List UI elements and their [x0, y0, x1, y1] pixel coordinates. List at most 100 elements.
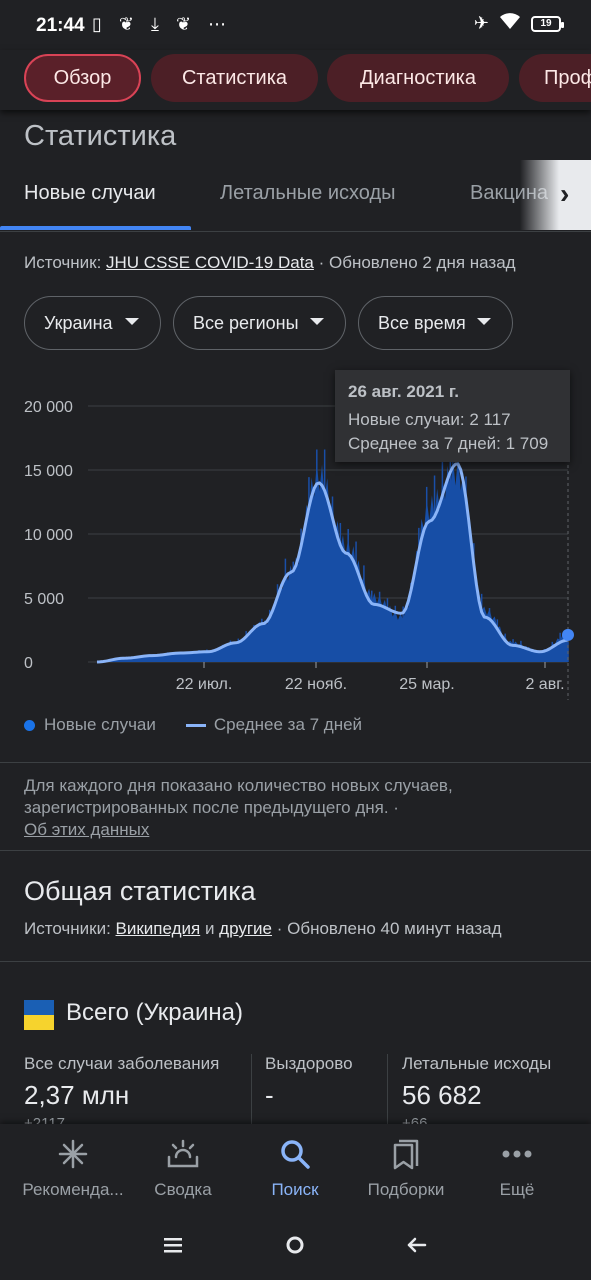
tooltip-new-cases: Новые случаи: 2 117 — [348, 410, 511, 429]
asterisk-icon — [14, 1136, 132, 1172]
wikipedia-link[interactable]: Википедия — [115, 919, 201, 938]
general-src-and: и — [200, 919, 220, 938]
source-updated: · Обновлено 2 дня назад — [313, 253, 516, 272]
others-link[interactable]: другие — [219, 919, 273, 938]
general-src-updated: · Обновлено 40 минут назад — [272, 919, 502, 938]
x-tick-label: 25 мар. — [399, 676, 454, 693]
status-bar: 21:44 ▯ ❦ ⤓ ❦ ⋯ ✈ 19 — [0, 0, 591, 50]
dropdown-caret-icon — [125, 318, 139, 325]
stat-deaths: Летальные исходы 56 682 +66 — [402, 1054, 551, 1132]
divider — [0, 961, 591, 962]
status-right-icons: ✈ 19 — [473, 12, 564, 35]
menu-icon[interactable] — [153, 1230, 193, 1260]
stat-recovered-label: Выздорово — [265, 1054, 353, 1073]
stat-deaths-label: Летальные исходы — [402, 1054, 552, 1073]
stat-recovered: Выздорово - — [265, 1054, 383, 1111]
sunrise-icon — [124, 1136, 242, 1172]
chip-prevention[interactable]: Проф — [519, 54, 591, 102]
nav-recommendations-label: Рекоменда... — [22, 1180, 124, 1199]
country-dropdown[interactable]: Украина — [24, 296, 161, 350]
bottom-navigation: Рекоменда... Сводка Поиск Подборки — [0, 1124, 591, 1210]
stat-cases-label: Все случаи заболевания — [24, 1054, 220, 1073]
chip-overview[interactable]: Обзор — [24, 54, 141, 102]
new-cases-area — [97, 455, 568, 662]
status-time: 21:44 — [36, 15, 85, 36]
legend-dot-icon — [24, 719, 35, 731]
tooltip-average: Среднее за 7 дней: 1 709 — [348, 434, 549, 453]
chart-legend: Новые случаи Среднее за 7 дней — [24, 715, 362, 735]
nav-summary-label: Сводка — [154, 1180, 212, 1199]
stat-cases-value: 2,37 млн — [24, 1080, 130, 1110]
period-dropdown-label: Все время — [378, 312, 466, 333]
x-tick-label: 22 нояб. — [285, 676, 347, 693]
data-source: Источник: JHU CSSE COVID-19 Data · Обнов… — [24, 253, 516, 273]
x-tick-label: 22 июл. — [176, 676, 233, 693]
chip-diagnostics[interactable]: Диагностика — [327, 54, 509, 102]
average-line — [96, 462, 569, 664]
y-tick-label: 20 000 — [24, 399, 73, 416]
source-link[interactable]: JHU CSSE COVID-19 Data — [106, 253, 314, 272]
nav-search[interactable]: Поиск — [236, 1136, 354, 1200]
region-dropdown[interactable]: Все регионы — [173, 296, 346, 350]
chart-tooltip: 26 авг. 2021 г. Новые случаи: 2 117 Сред… — [335, 370, 570, 462]
notification-icons: ▯ ❦ ⤓ ❦ ⋯ — [92, 14, 233, 34]
divider — [0, 762, 591, 763]
nav-more[interactable]: Ещё — [458, 1136, 576, 1200]
stat-separator — [251, 1054, 252, 1124]
chevron-right-icon[interactable]: › — [560, 178, 570, 209]
home-icon[interactable] — [275, 1230, 315, 1260]
totals-title: Всего (Украина) — [66, 999, 243, 1026]
period-dropdown[interactable]: Все время — [358, 296, 513, 350]
nav-more-label: Ещё — [499, 1180, 535, 1199]
country-dropdown-label: Украина — [44, 312, 113, 333]
topic-chips: Обзор Статистика Диагностика Проф — [0, 50, 591, 110]
battery-icon: 19 — [531, 15, 564, 32]
nav-summary[interactable]: Сводка — [124, 1136, 242, 1200]
search-icon — [236, 1136, 354, 1172]
nav-search-label: Поиск — [271, 1180, 319, 1199]
stat-recovered-value: - — [265, 1080, 274, 1110]
new-cases-chart[interactable]: 0 5 000 10 000 15 000 20 000 22 июл. 22 нояб.… — [0, 370, 591, 710]
source-prefix: Источник: — [24, 253, 107, 272]
x-tick-label: 2 авг. — [525, 676, 564, 693]
airplane-icon: ✈ — [473, 13, 489, 33]
note-text: Для каждого дня показано количество новы… — [24, 776, 453, 817]
y-tick-label: 5 000 — [24, 591, 64, 608]
general-sources: Источники: Википедия и другие · Обновлен… — [24, 919, 502, 939]
bookmarks-icon — [347, 1136, 465, 1172]
stat-separator — [387, 1054, 388, 1124]
y-tick-label: 10 000 — [24, 527, 73, 544]
divider — [0, 850, 591, 851]
legend-average: Среднее за 7 дней — [213, 715, 363, 734]
legend-new-cases: Новые случаи — [44, 715, 156, 734]
tab-indicator — [0, 226, 191, 230]
hover-point — [562, 628, 574, 641]
general-src-prefix: Источники: — [24, 919, 116, 938]
more-dots-icon — [458, 1136, 576, 1172]
y-tick-label: 15 000 — [24, 463, 73, 480]
system-navigation — [0, 1210, 591, 1280]
tab-deaths[interactable]: Летальные исходы — [220, 182, 396, 204]
data-note: Для каждого дня показано количество новы… — [24, 775, 569, 841]
nav-collections[interactable]: Подборки — [347, 1136, 465, 1200]
general-stats-title: Общая статистика — [24, 876, 256, 906]
dropdown-caret-icon — [477, 318, 491, 325]
legend-line-icon — [185, 723, 206, 727]
tooltip-date: 26 авг. 2021 г. — [348, 382, 460, 401]
section-title: Статистика — [24, 120, 177, 152]
wifi-icon — [499, 12, 521, 35]
stat-deaths-value: 56 682 — [402, 1080, 482, 1110]
tab-scroll-fade — [520, 160, 591, 230]
dropdown-caret-icon — [310, 318, 324, 325]
chip-statistics[interactable]: Статистика — [151, 54, 318, 102]
y-tick-label: 0 — [24, 655, 33, 672]
region-dropdown-label: Все регионы — [193, 312, 299, 333]
about-data-link[interactable]: Об этих данных — [24, 820, 150, 839]
nav-collections-label: Подборки — [367, 1180, 445, 1199]
back-icon[interactable] — [397, 1230, 437, 1260]
stats-tabs: Новые случаи Летальные исходы Вакцина › — [0, 160, 591, 232]
tab-new-cases[interactable]: Новые случаи — [24, 182, 156, 204]
nav-recommendations[interactable]: Рекоменда... — [14, 1136, 132, 1200]
ukraine-flag-icon — [24, 1000, 54, 1030]
